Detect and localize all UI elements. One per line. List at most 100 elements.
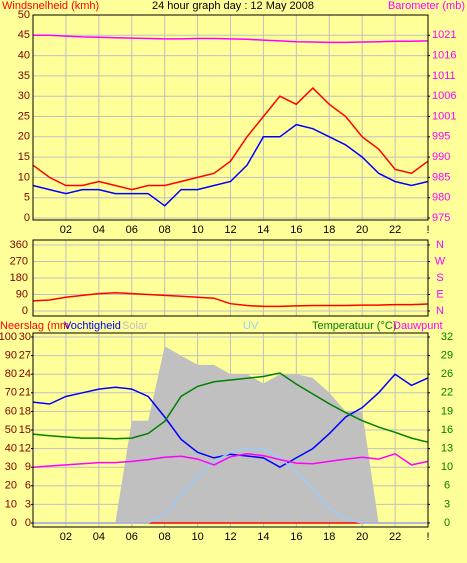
y-tick-label: 10 [5,498,17,510]
y-tick-label: 35 [18,70,30,82]
line [32,87,429,191]
y-tick-label: 90 [5,350,17,362]
y-tick-label: 29 [441,350,453,362]
y-tick-label: 985 [432,171,450,183]
y-tick-label: 6 [25,480,31,492]
y-tick-label: 30 [19,331,31,343]
y-tick-label: 975 [432,212,450,224]
y-tick-label: 0 [11,517,17,529]
y-tick-label: 25 [18,110,30,122]
y-tick-label: 990 [432,151,450,163]
y-tick-label: W [435,255,446,267]
line [33,34,429,44]
y-tick-label: 80 [5,368,17,380]
y-tick-label: 1001 [432,110,456,122]
y-tick-label: 32 [441,331,453,343]
x-tick-label: 04 [93,531,105,543]
x-tick-label: 22 [389,531,401,543]
x-tick-label: 16 [290,224,302,236]
line [32,452,429,468]
y-tick-label: 19 [441,405,453,417]
x-tick-label: 18 [323,531,335,543]
y-tick-label: N [436,239,444,251]
y-tick-label: 0 [444,517,450,529]
chart-title: 24 hour graph day : 12 May 2008 [152,0,314,12]
y-tick-label: 24 [19,368,31,380]
x-tick-label: 02 [60,224,72,236]
plot-border [32,332,429,528]
y-tick-label: 40 [5,443,17,455]
line [33,447,428,524]
y-tick-label: 10 [441,461,453,473]
x-tick-label: 20 [356,531,368,543]
y-tick-label: N [436,305,444,317]
y-tick-label: 60 [5,405,17,417]
y-tick-label: 0 [24,212,30,224]
y-tick-label: 180 [10,272,28,284]
y-tick-label: 20 [5,480,17,492]
x-tick-label: 14 [257,531,269,543]
x-tick-label: 22 [389,224,401,236]
y-tick-label: 45 [18,29,30,41]
x-tick-label: 14 [257,224,269,236]
x-tick-label: 08 [159,224,171,236]
legend-label: Vochtigheid [64,320,121,332]
y-tick-label: 27 [19,350,31,362]
y-tick-label: 3 [444,498,450,510]
y-tick-label: 0 [22,305,28,317]
y-tick-label: 0 [25,517,31,529]
x-tick-label: 04 [93,224,105,236]
y-tick-label: 18 [19,405,31,417]
y-tick-label: 5 [24,192,30,204]
x-tick-label: 06 [126,224,138,236]
y-tick-label: 50 [18,9,30,21]
x-tick-label: 10 [191,531,203,543]
x-tick-label: 08 [159,531,171,543]
y-tick-label: 13 [441,443,453,455]
y-tick-label: 30 [18,90,30,102]
y-tick-label: 1016 [432,49,456,61]
y-tick-label: 995 [432,131,450,143]
y-tick-label: 30 [5,461,17,473]
legend-label: Temperatuur (°C) [312,320,396,332]
y-tick-label: 26 [441,368,453,380]
line [32,291,429,308]
x-tick-label: 06 [126,531,138,543]
legend-label: Dauwpunt [393,320,443,332]
y-tick-label: 21 [19,387,31,399]
x-tick-label: 16 [290,531,302,543]
x-tick-label: 10 [191,224,203,236]
x-tick-label: 18 [323,224,335,236]
legend-label: Solar [122,320,148,332]
x-tick-label: ! [426,224,429,236]
y-tick-label: S [436,272,443,284]
y-tick-label: E [436,288,443,300]
y-tick-label: 270 [10,255,28,267]
plot-border [32,239,429,317]
line [32,123,429,207]
y-tick-label: 1021 [432,29,456,41]
area [33,346,428,523]
y-tick-label: 70 [5,387,17,399]
y2-axis-label: Barometer (mb) [388,0,465,12]
y-tick-label: 15 [18,151,30,163]
legend-label: Neerslag (mm [0,320,69,332]
y-tick-label: 50 [5,424,17,436]
y-tick-label: 10 [18,171,30,183]
x-tick-label: 12 [224,224,236,236]
y-tick-label: 16 [441,424,453,436]
y-tick-label: 12 [19,443,31,455]
y-tick-label: 1011 [432,70,456,82]
x-tick-label: ! [426,531,429,543]
x-tick-label: 20 [356,224,368,236]
y-tick-label: 22 [441,387,453,399]
y-tick-label: 980 [432,192,450,204]
y-tick-label: 3 [25,498,31,510]
y-axis-label: Windsnelheid (kmh) [2,0,99,12]
legend-label: UV [243,320,259,332]
y-tick-label: 40 [18,50,30,62]
y-tick-label: 1006 [432,90,456,102]
y-tick-label: 6 [444,480,450,492]
plot-border [32,14,429,221]
